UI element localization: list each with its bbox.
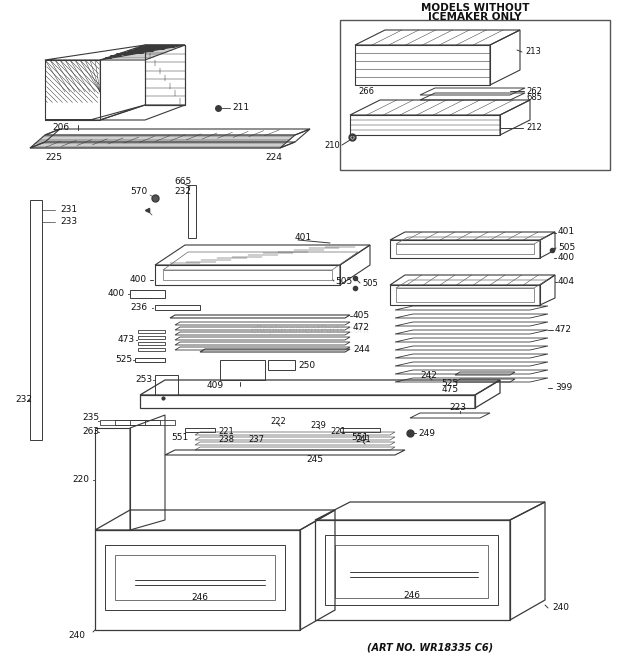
Text: 404: 404 bbox=[558, 278, 575, 286]
Text: 405: 405 bbox=[353, 311, 370, 321]
Text: 249: 249 bbox=[418, 428, 435, 438]
Text: 210: 210 bbox=[324, 141, 340, 149]
Text: 221: 221 bbox=[330, 428, 346, 436]
Text: 220: 220 bbox=[72, 475, 89, 485]
Text: 238: 238 bbox=[218, 436, 234, 444]
Text: 241: 241 bbox=[355, 436, 371, 444]
Text: 399: 399 bbox=[555, 383, 572, 393]
Text: 472: 472 bbox=[353, 323, 370, 332]
Text: 213: 213 bbox=[525, 48, 541, 56]
Text: 570: 570 bbox=[130, 188, 148, 196]
Text: 250: 250 bbox=[298, 360, 315, 369]
Text: 266: 266 bbox=[358, 87, 374, 97]
Text: 400: 400 bbox=[108, 290, 125, 299]
Text: 262: 262 bbox=[526, 87, 542, 95]
Text: 525: 525 bbox=[441, 379, 459, 389]
Text: 222: 222 bbox=[270, 418, 286, 426]
Text: 231: 231 bbox=[60, 206, 77, 215]
Text: 401: 401 bbox=[558, 227, 575, 237]
Text: 505: 505 bbox=[335, 278, 352, 286]
Text: 237: 237 bbox=[248, 436, 264, 444]
Text: 253: 253 bbox=[135, 375, 152, 385]
Text: 244: 244 bbox=[353, 346, 370, 354]
Text: 232: 232 bbox=[15, 395, 32, 405]
Text: 233: 233 bbox=[60, 217, 77, 227]
Text: 400: 400 bbox=[558, 254, 575, 262]
Text: 223: 223 bbox=[450, 403, 466, 412]
Text: 211: 211 bbox=[232, 104, 249, 112]
Text: 225: 225 bbox=[45, 153, 62, 163]
Text: 263: 263 bbox=[82, 428, 99, 436]
Text: 240: 240 bbox=[68, 631, 85, 639]
Text: 236: 236 bbox=[130, 303, 147, 313]
Text: 472: 472 bbox=[555, 325, 572, 334]
Text: 685: 685 bbox=[526, 93, 542, 102]
Text: 212: 212 bbox=[526, 124, 542, 132]
Text: 239: 239 bbox=[310, 420, 326, 430]
Text: 505: 505 bbox=[558, 243, 575, 253]
Text: 206: 206 bbox=[52, 124, 69, 132]
Text: 400: 400 bbox=[130, 276, 147, 284]
Text: 245: 245 bbox=[306, 455, 324, 465]
Text: (ART NO. WR18335 C6): (ART NO. WR18335 C6) bbox=[367, 643, 493, 653]
Text: 240: 240 bbox=[552, 603, 569, 613]
Text: 505: 505 bbox=[362, 280, 378, 288]
Text: 224: 224 bbox=[265, 153, 282, 163]
Text: 242: 242 bbox=[420, 371, 437, 381]
Text: 232: 232 bbox=[174, 188, 192, 196]
Text: 246: 246 bbox=[192, 594, 208, 602]
Text: 665: 665 bbox=[174, 178, 192, 186]
Text: ICEMAKER ONLY: ICEMAKER ONLY bbox=[428, 12, 522, 22]
Text: 235: 235 bbox=[82, 414, 99, 422]
Text: 221: 221 bbox=[218, 428, 234, 436]
Text: 246: 246 bbox=[404, 590, 420, 600]
Text: eReplacementParts.com: eReplacementParts.com bbox=[250, 325, 370, 335]
Text: MODELS WITHOUT: MODELS WITHOUT bbox=[421, 3, 529, 13]
Text: 409: 409 bbox=[206, 381, 224, 389]
Text: 401: 401 bbox=[295, 233, 312, 243]
Text: 475: 475 bbox=[441, 385, 459, 395]
Text: 473: 473 bbox=[118, 336, 135, 344]
Text: 551: 551 bbox=[352, 432, 369, 442]
Text: 525: 525 bbox=[115, 356, 132, 364]
Text: 551: 551 bbox=[171, 432, 188, 442]
